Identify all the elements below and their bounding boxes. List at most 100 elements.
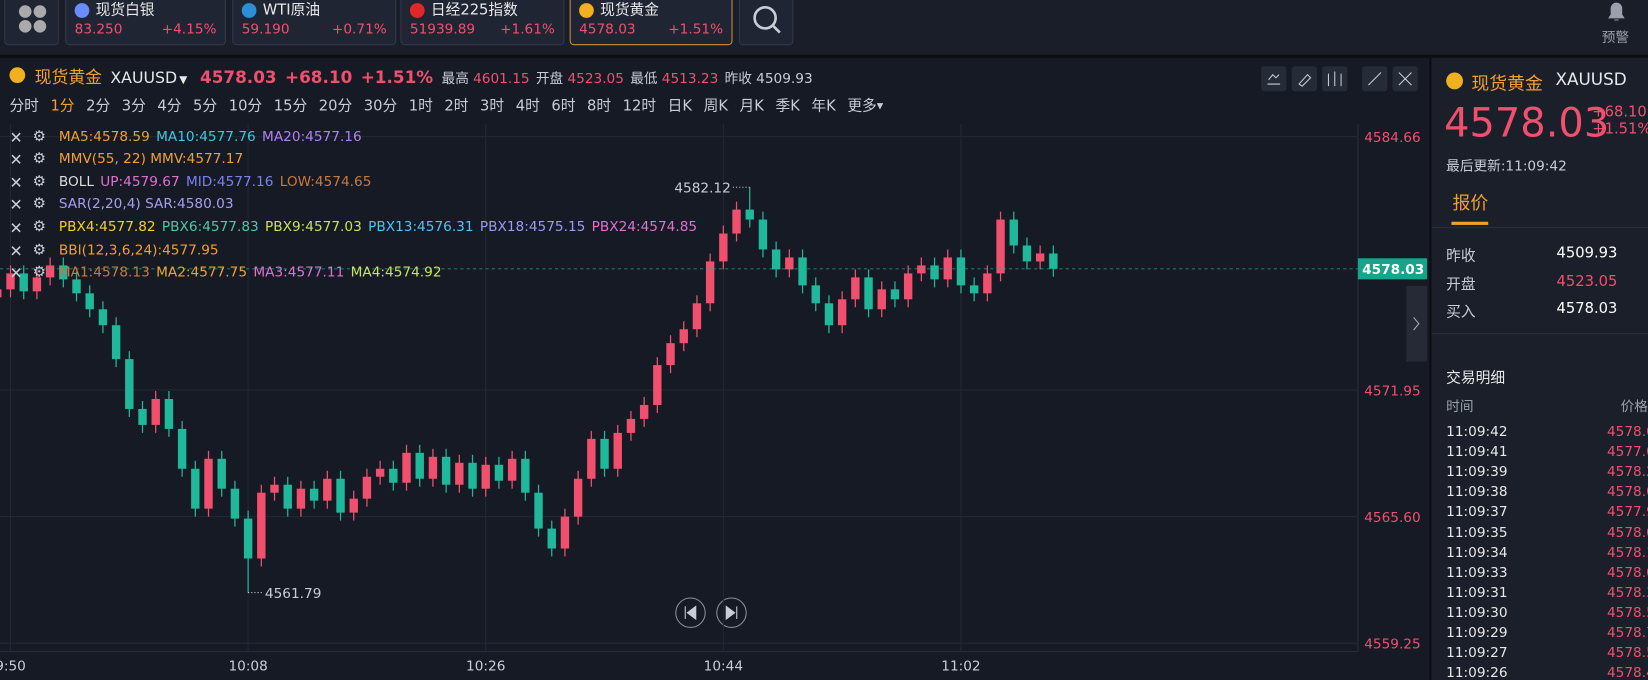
period-button[interactable]: 季K — [775, 97, 800, 115]
period-button[interactable]: 4时 — [515, 97, 540, 115]
panel-tab[interactable]: 报价 — [1452, 193, 1489, 215]
tab-change: +1.61% — [500, 22, 555, 38]
candle-body — [587, 438, 596, 479]
menu-button[interactable] — [4, 0, 59, 46]
period-button[interactable]: 5分 — [193, 97, 218, 115]
stat-label: 开盘 — [535, 71, 564, 88]
trade-time: 11:09:33 — [1446, 565, 1508, 581]
x-tick-label: 10:44 — [704, 659, 743, 675]
indicator-hide[interactable]: ✕ — [9, 150, 23, 170]
candle-body — [771, 249, 781, 270]
side-panel: 现货黄金 XAUUSD 4578.03 +68.10 +1.51% 最后更新:11:09:… — [1429, 57, 1648, 680]
tab-name: WTI原油 — [262, 2, 321, 19]
indicator-settings[interactable]: ⚙ — [32, 128, 46, 146]
period-button[interactable]: 3分 — [121, 97, 146, 115]
indicator-settings[interactable]: ⚙ — [32, 218, 46, 236]
indicator-value: MMV(55, 22) MMV:4577.17 — [58, 151, 244, 168]
period-button[interactable]: 6时 — [551, 97, 576, 115]
candle-body — [679, 329, 688, 344]
quote-tab[interactable]: 日经225指数 51939.89 +1.61% — [400, 0, 565, 46]
stat-label: 昨收 — [724, 71, 752, 88]
row-label: 昨收 — [1446, 248, 1476, 265]
indicator-settings[interactable]: ⚙ — [32, 263, 46, 281]
indicator-value: MA20:4577.16 — [262, 129, 362, 146]
prev-icon — [684, 605, 697, 621]
indicator-settings[interactable]: ⚙ — [32, 173, 46, 191]
candle-body — [19, 273, 28, 292]
period-button[interactable]: 4分 — [157, 97, 182, 115]
indicator-hide[interactable]: ✕ — [9, 195, 23, 215]
search-button[interactable] — [738, 0, 794, 46]
period-button[interactable]: 3时 — [480, 97, 505, 115]
indicator-hide[interactable]: ✕ — [9, 173, 23, 193]
price-change: +68.10 — [1592, 104, 1647, 121]
candle-body — [32, 277, 42, 292]
period-button[interactable]: 月K — [739, 97, 764, 115]
playback — [675, 597, 747, 628]
period-button[interactable]: 2时 — [444, 97, 469, 115]
period-button[interactable]: 20分 — [318, 97, 353, 115]
trade-time: 11:09:39 — [1446, 464, 1508, 481]
indicator-row: MMV(55, 22) MMV:4577.17 — [59, 151, 243, 167]
period-button[interactable]: 8时 — [587, 97, 612, 115]
candle-body — [903, 273, 913, 300]
period-button[interactable]: 日K — [667, 97, 693, 115]
candle-body — [705, 261, 715, 304]
indicator-hide[interactable]: ✕ — [9, 218, 23, 238]
tab-name: 日经225指数 — [430, 2, 518, 19]
x-tick-label: 9:50 — [0, 659, 26, 675]
tool-button[interactable] — [1261, 66, 1287, 92]
candle-body — [851, 277, 860, 300]
candle-body — [890, 289, 900, 300]
period-button[interactable]: 12时 — [622, 97, 657, 115]
period-button[interactable]: 年K — [811, 97, 836, 115]
indicator-settings[interactable]: ⚙ — [32, 241, 46, 259]
candle-body — [785, 257, 794, 270]
indicator-settings[interactable]: ⚙ — [32, 150, 46, 168]
indicator-settings[interactable]: ⚙ — [32, 195, 46, 213]
candle-body — [481, 464, 490, 489]
period-button[interactable]: 15分 — [273, 97, 308, 115]
period-button[interactable]: 1分 — [50, 97, 75, 115]
symbol-name: 现货黄金 — [34, 67, 102, 88]
indicator-hide[interactable]: ✕ — [9, 241, 23, 261]
row-value: 4523.05 — [1556, 272, 1618, 290]
top-bar: 预警 现货白银 83.250 +4.15% WTI原油 59.190 +0.71% 日经22… — [0, 0, 1648, 58]
quote-tab[interactable]: 现货黄金 4578.03 +1.51% — [569, 0, 733, 46]
trade-price: 4578.0 — [1606, 484, 1648, 501]
prev-button[interactable] — [675, 597, 706, 628]
candle-body — [402, 452, 411, 483]
candle-body — [1035, 253, 1045, 262]
quote-tab[interactable]: WTI原油 59.190 +0.71% — [232, 0, 397, 46]
candle-body — [719, 233, 728, 262]
candle-body — [824, 303, 834, 326]
row-value: 4578.03 — [1556, 300, 1618, 318]
quote-tab[interactable]: 现货白银 83.250 +4.15% — [65, 0, 226, 46]
row-label: 开盘 — [1446, 275, 1476, 293]
period-button[interactable]: 分时 — [9, 97, 39, 115]
tab-icon — [409, 3, 425, 18]
period-button[interactable]: 2分 — [86, 97, 111, 115]
tab-price: 59.190 — [241, 22, 290, 38]
tab-icon — [579, 3, 594, 18]
candle-body — [811, 285, 820, 304]
stat-value: 4523.05 — [567, 71, 624, 88]
plot-bg — [0, 124, 1358, 652]
period-button[interactable]: 周K — [703, 97, 728, 115]
price-change: +68.10 — [285, 67, 353, 88]
indicator-hide[interactable]: ✕ — [9, 128, 23, 148]
trade-time: 11:09:26 — [1446, 665, 1508, 680]
chart: 4559.25 4565.60 4571.95 4584.66 9:50 10:08 10:… — [0, 66, 1428, 675]
candle-body — [125, 359, 134, 409]
indicator-hide[interactable]: ✕ — [9, 263, 23, 283]
tab-change: +4.15% — [161, 22, 217, 38]
candle-body — [1022, 245, 1032, 262]
period-button[interactable]: 1时 — [408, 97, 433, 115]
candle-body — [600, 438, 609, 469]
side-toggle[interactable] — [1406, 285, 1428, 362]
period-button[interactable]: 30分 — [363, 97, 398, 115]
next-button[interactable] — [716, 597, 747, 628]
period-button[interactable]: 10分 — [228, 97, 263, 115]
more-button[interactable]: 更多 — [847, 97, 877, 115]
y-tick-label: 4584.66 — [1364, 130, 1420, 146]
